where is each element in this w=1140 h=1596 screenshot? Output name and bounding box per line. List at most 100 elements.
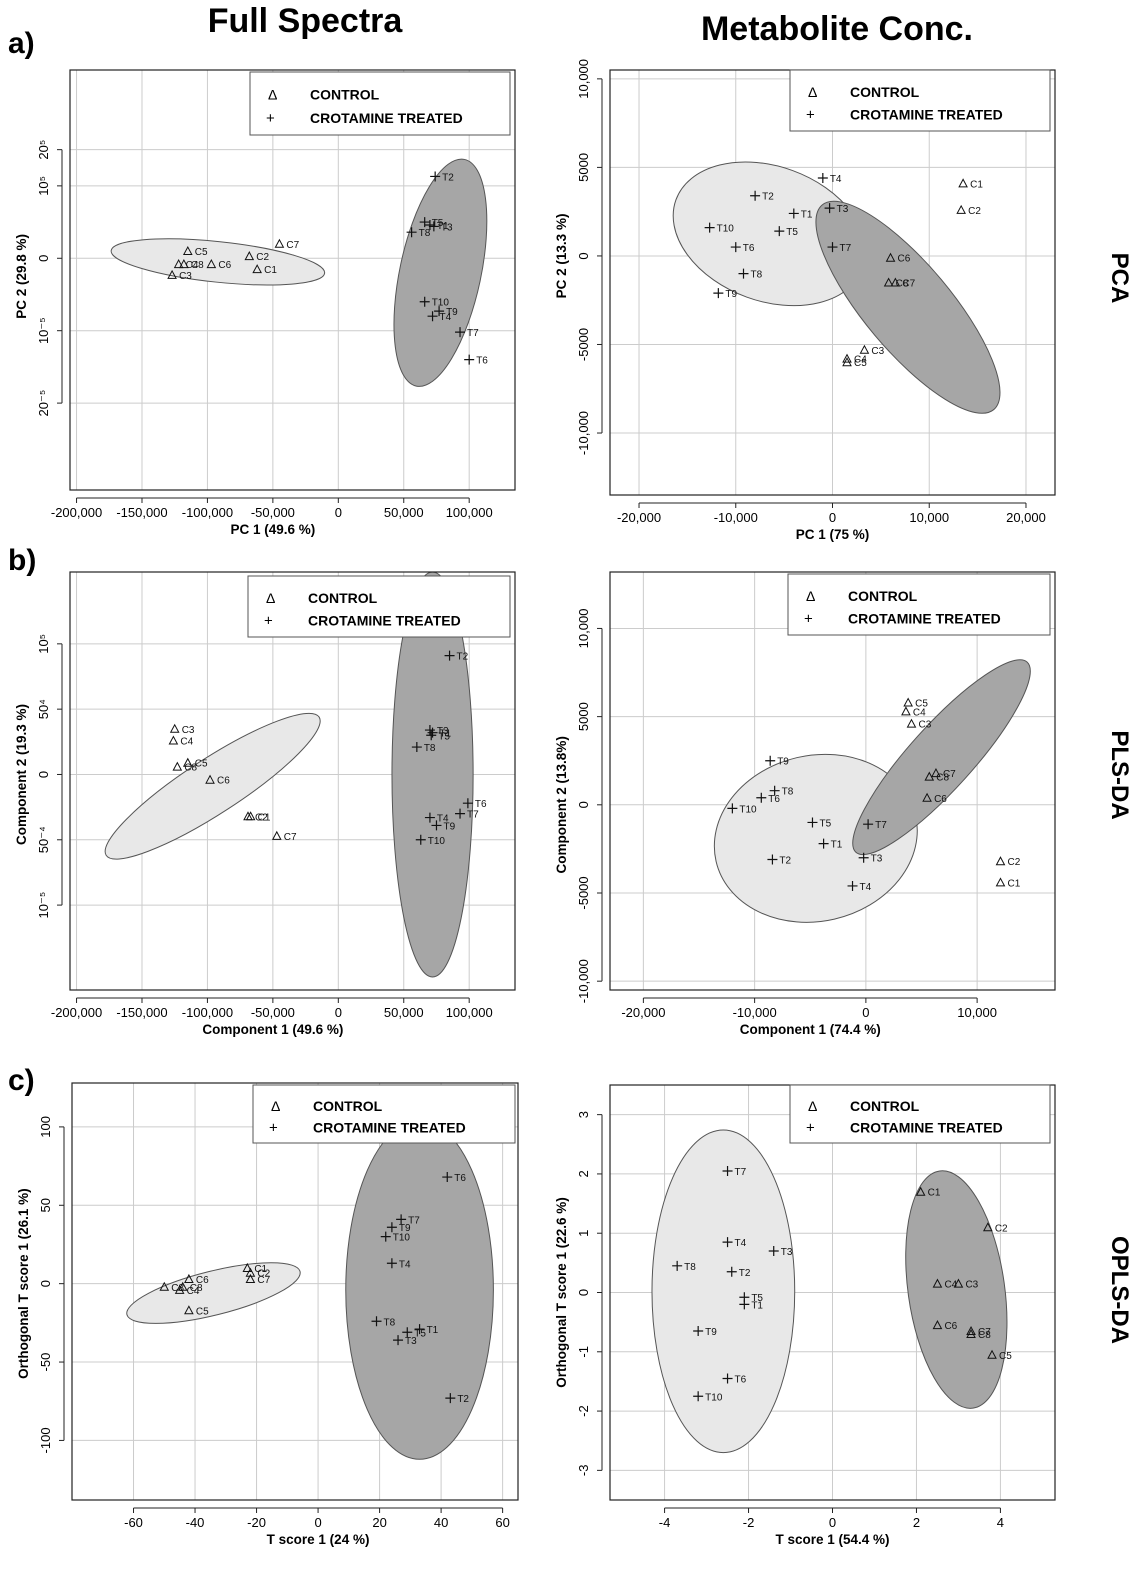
- point-label-C1: C1: [970, 179, 983, 190]
- point-marker-T1: [788, 208, 799, 219]
- point-marker-C1: [242, 1262, 253, 1272]
- point-label-C4: C4: [913, 707, 926, 718]
- point-label-T7: T7: [408, 1215, 420, 1226]
- point-marker-C6: [206, 259, 217, 269]
- ellipse-layer: [110, 158, 488, 387]
- x-tick-label-1: -2: [743, 1515, 755, 1530]
- point-marker-T5: [807, 817, 818, 828]
- x-tick-label-0: -60: [124, 1515, 143, 1530]
- x-tick-label-1: -40: [186, 1515, 205, 1530]
- point-marker-T7: [455, 327, 466, 338]
- row-label-c: c): [8, 1064, 35, 1097]
- point-label-T4: T4: [440, 312, 452, 323]
- legend-label-treated: CROTAMINE TREATED: [308, 613, 461, 629]
- y-tick-label-3: 0: [576, 1289, 591, 1296]
- legend-label-treated: CROTAMINE TREATED: [310, 110, 463, 126]
- point-label-T7: T7: [735, 1167, 747, 1178]
- point-label-T6: T6: [735, 1374, 747, 1385]
- point-label-T3: T3: [441, 222, 453, 233]
- legend-symbol-treated: +: [806, 107, 815, 124]
- y-tick-label-0: 10⁵: [36, 634, 51, 654]
- point-label-T1: T1: [440, 729, 452, 740]
- point-label-T2: T2: [457, 1394, 469, 1405]
- point-marker-T6: [730, 242, 741, 253]
- y-tick-label-4: 10⁻⁵: [36, 892, 51, 919]
- legend: Δ CONTROL + CROTAMINE TREATED: [249, 71, 511, 136]
- point-marker-C2: [245, 1267, 256, 1277]
- point-marker-T1: [818, 838, 829, 849]
- y-tick-label-4: 20⁻⁵: [36, 390, 51, 417]
- point-marker-T8: [769, 785, 780, 796]
- confidence-ellipse-control: [104, 712, 321, 860]
- point-label-T3: T3: [871, 854, 883, 865]
- point-label-T1: T1: [437, 221, 449, 232]
- point-label-C6: C6: [934, 794, 947, 805]
- y-tick-label-4: -100: [38, 1427, 53, 1453]
- point-label-T3: T3: [437, 726, 449, 737]
- x-tick-label-5: 50,000: [384, 1005, 424, 1020]
- x-tick-label-2: 0: [829, 1515, 836, 1530]
- point-marker-T8: [411, 742, 422, 753]
- point-marker-T4: [424, 812, 435, 823]
- point-label-C2: C2: [1007, 857, 1020, 868]
- point-marker-T4: [722, 1237, 733, 1248]
- point-marker-T10: [727, 803, 738, 814]
- point-marker-C3: [859, 344, 870, 354]
- point-marker-T3: [858, 852, 869, 863]
- point-label-T2: T2: [739, 1268, 751, 1279]
- y-tick-label-1: 5000: [576, 702, 591, 731]
- point-marker-T2: [726, 1266, 737, 1277]
- col-title-full-spectra: Full Spectra: [208, 2, 404, 40]
- point-marker-C8: [172, 761, 183, 771]
- x-tick-label-0: -200,000: [51, 1005, 102, 1020]
- confidence-ellipse-treated: [852, 659, 1031, 856]
- point-label-T5: T5: [414, 1328, 426, 1339]
- row-label-a: a): [8, 27, 35, 60]
- point-marker-T8: [738, 268, 749, 279]
- point-marker-C2: [982, 1222, 993, 1232]
- x-axis-title: Component 1 (49.6 %): [202, 1022, 343, 1037]
- y-axis-title: PC 2 (29.8 %): [14, 234, 29, 319]
- point-marker-C6: [922, 792, 932, 802]
- x-tick-label-0: -20,000: [617, 510, 661, 525]
- legend-box: [247, 575, 511, 638]
- point-marker-C6: [932, 1320, 943, 1330]
- confidence-ellipse-treated: [905, 1170, 1008, 1409]
- point-marker-C4: [842, 353, 852, 363]
- legend-symbol-treated: +: [264, 613, 273, 630]
- point-label-C4: C4: [854, 355, 867, 366]
- plot-frame: [69, 69, 516, 491]
- legend-symbol-treated: +: [804, 611, 813, 628]
- point-label-T5: T5: [432, 218, 444, 229]
- legend-box: [789, 1084, 1051, 1144]
- y-tick-label-1: 2: [576, 1170, 591, 1177]
- point-marker-C8: [924, 771, 935, 781]
- point-marker-T8: [371, 1316, 382, 1327]
- point-label-T6: T6: [475, 799, 487, 810]
- x-tick-label-4: 20,000: [1006, 510, 1046, 525]
- x-tick-label-1: -150,000: [116, 1005, 167, 1020]
- point-label-T4: T4: [399, 1259, 411, 1270]
- point-marker-C7: [271, 830, 282, 840]
- point-marker-T2: [445, 1393, 456, 1404]
- row-title-opls-da: OPLS-DA: [1106, 1236, 1133, 1344]
- point-label-T6: T6: [768, 794, 780, 805]
- point-label-C1: C1: [928, 1188, 941, 1199]
- point-label-T3: T3: [405, 1336, 417, 1347]
- point-label-C5: C5: [915, 699, 928, 710]
- point-label-C1: C1: [258, 812, 271, 823]
- point-label-T10: T10: [739, 804, 757, 815]
- y-axis-title: Orthogonal T score 1 (26.1 %): [16, 1188, 31, 1379]
- y-tick-label-2: 0: [36, 255, 51, 262]
- point-marker-T6: [462, 798, 473, 809]
- x-tick-label-0: -20,000: [621, 1005, 665, 1020]
- point-label-T9: T9: [446, 307, 458, 318]
- point-label-T9: T9: [705, 1327, 717, 1338]
- point-marker-C5: [987, 1349, 997, 1359]
- x-tick-label-2: 0: [862, 1005, 869, 1020]
- y-tick-label-6: -3: [576, 1465, 591, 1477]
- point-marker-T9: [434, 306, 445, 317]
- point-marker-T6: [464, 354, 475, 365]
- point-marker-T9: [386, 1222, 397, 1233]
